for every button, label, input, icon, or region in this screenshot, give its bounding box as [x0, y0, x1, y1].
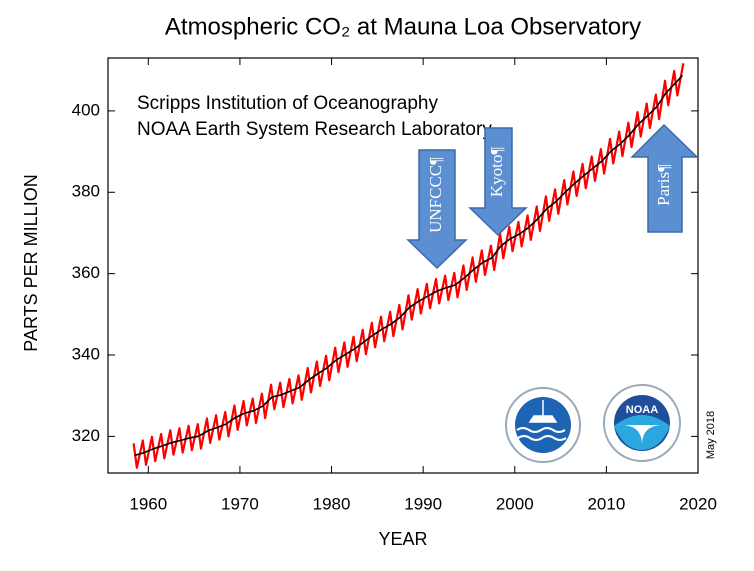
series-line: [132, 63, 685, 469]
x-tick-label: 2010: [587, 494, 625, 513]
x-tick-label: 2020: [679, 494, 717, 513]
y-tick-label: 380: [72, 182, 100, 201]
event-arrow: Kyoto¶: [468, 127, 528, 237]
series-line: [134, 74, 684, 457]
y-tick-label: 320: [72, 426, 100, 445]
annotation: Scripps Institution of Oceanography: [137, 93, 439, 114]
event-label: UNFCCC¶: [426, 157, 445, 233]
x-tick-label: 1980: [313, 494, 351, 513]
x-axis-label: YEAR: [378, 529, 427, 549]
x-tick-label: 2000: [496, 494, 534, 513]
scripps-logo: [505, 387, 581, 463]
annotation: NOAA Earth System Research Laboratory: [137, 119, 492, 140]
event-label: Paris¶: [654, 164, 673, 206]
event-arrow: UNFCCC¶: [406, 149, 468, 270]
x-tick-label: 1960: [129, 494, 167, 513]
event-label: Kyoto¶: [487, 147, 506, 198]
x-tick-label: 1990: [404, 494, 442, 513]
date-note: May 2018: [705, 411, 717, 459]
x-tick-label: 1970: [221, 494, 259, 513]
chart-title: Atmospheric CO₂ at Mauna Loa Observatory: [165, 13, 641, 40]
logo-text: NOAA: [626, 404, 658, 416]
y-tick-label: 340: [72, 344, 100, 363]
plot-frame: [107, 57, 699, 474]
noaa-logo: NOAA: [603, 384, 681, 462]
y-axis-label: PARTS PER MILLION: [21, 174, 41, 351]
y-tick-label: 360: [72, 263, 100, 282]
y-tick-label: 400: [72, 100, 100, 119]
event-arrow: Paris¶: [630, 123, 699, 233]
